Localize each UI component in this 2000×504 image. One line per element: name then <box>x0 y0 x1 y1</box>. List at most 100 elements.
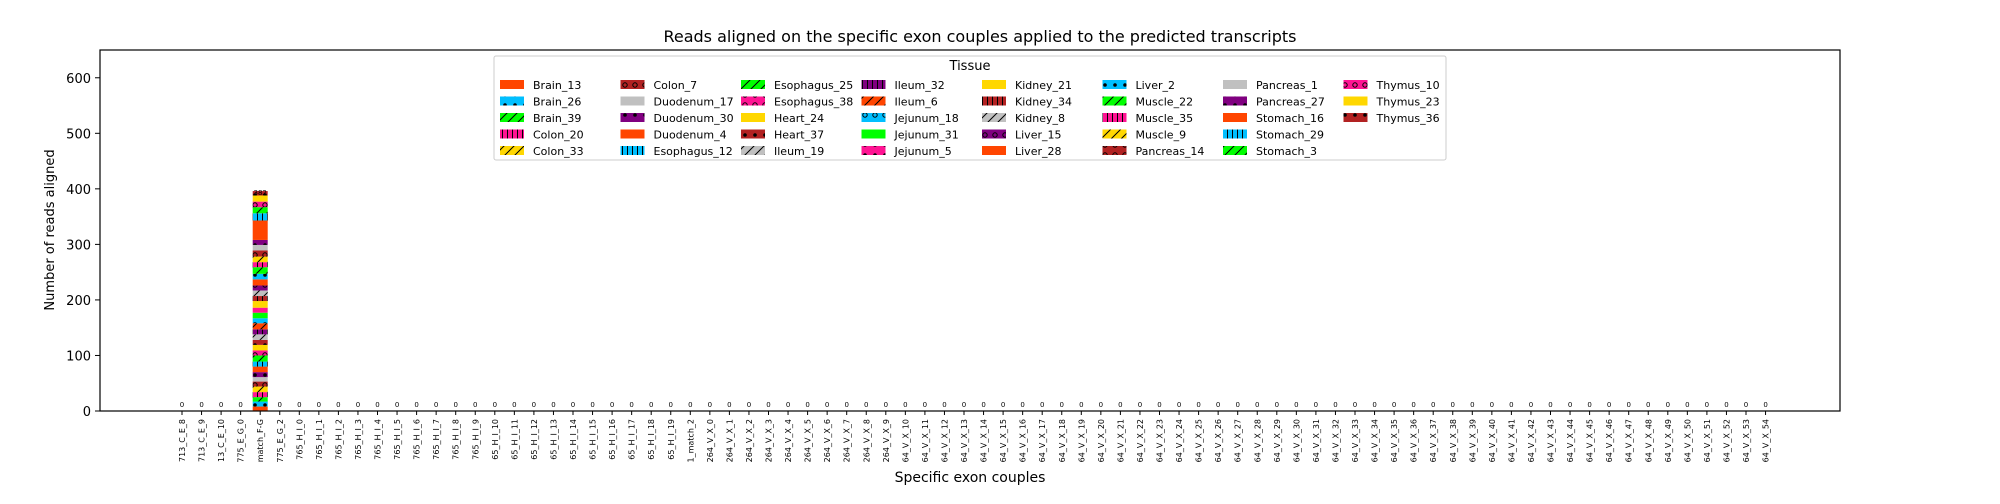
legend-swatch <box>861 96 886 106</box>
total-label-65-h-i-18: 0 <box>649 401 653 409</box>
x-tick-label-765-h-i-1: 765_H_I_1 <box>315 419 324 460</box>
bar-segment-match-f-g-esophagus-38 <box>252 350 268 356</box>
x-tick-label-64-v-x-33: 64_V_X_33 <box>1351 419 1360 462</box>
legend-swatch <box>500 146 524 155</box>
legend-item-muscle-22: Muscle_22 <box>1102 96 1193 109</box>
legend-item-esophagus-38: Esophagus_38 <box>741 96 853 109</box>
x-tick-label-64-v-x-41: 64_V_X_41 <box>1507 419 1516 462</box>
bar-segment-match-f-g-liver-2 <box>252 273 268 280</box>
bar-segment-match-f-g-stomach-3 <box>252 207 268 214</box>
legend-swatch <box>861 146 886 155</box>
legend-swatch <box>741 80 765 89</box>
total-label-64-v-x-12: 0 <box>942 401 946 409</box>
total-label-64-v-x-13: 0 <box>962 401 966 409</box>
x-tick-label-64-v-x-54: 64_V_X_54 <box>1762 419 1771 462</box>
x-axis-label: Specific exon couples <box>895 470 1046 486</box>
x-tick-label-64-v-x-20: 64_V_X_20 <box>1097 419 1106 462</box>
legend-item-jejunum-5: Jejunum_5 <box>861 145 952 158</box>
total-label-64-v-x-39: 0 <box>1470 401 1474 409</box>
x-tick-label-65-h-i-16: 65_H_I_16 <box>608 419 617 460</box>
legend-swatch <box>982 146 1006 155</box>
total-label-775-e-g-0: 0 <box>238 401 242 409</box>
bar-segment-match-f-g-duodenum-17 <box>252 377 268 382</box>
x-tick-label-264-v-x-9: 264_V_X_9 <box>882 419 891 462</box>
total-label-64-v-x-43: 0 <box>1548 401 1552 409</box>
legend-label: Esophagus_25 <box>774 79 853 92</box>
legend-item-ileum-32: Ileum_32 <box>861 79 945 92</box>
legend-item-esophagus-12: Esophagus_12 <box>620 145 733 158</box>
legend-swatch <box>741 129 765 139</box>
legend-item-pancreas-27: Pancreas_27 <box>1223 96 1325 109</box>
x-tick-label-64-v-x-30: 64_V_X_30 <box>1292 419 1301 462</box>
total-label-64-v-x-23: 0 <box>1157 401 1161 409</box>
legend-swatch <box>1102 146 1127 155</box>
legend-label: Stomach_16 <box>1256 112 1324 125</box>
legend-swatch <box>982 80 1006 89</box>
legend-item-colon-7: Colon_7 <box>620 79 697 92</box>
total-label-64-v-x-24: 0 <box>1177 401 1181 409</box>
total-label-64-v-x-25: 0 <box>1196 401 1200 409</box>
x-tick-label-765-h-i-0: 765_H_I_0 <box>295 419 304 460</box>
x-tick-label-64-v-x-13: 64_V_X_13 <box>960 419 969 462</box>
legend-item-heart-24: Heart_24 <box>741 112 824 125</box>
total-label-64-v-x-46: 0 <box>1607 401 1611 409</box>
total-label-775-e-g-2: 0 <box>278 401 282 409</box>
x-tick-label-64-v-x-39: 64_V_X_39 <box>1468 419 1477 462</box>
bar-segment-match-f-g-pancreas-1 <box>252 244 268 251</box>
total-label-64-v-x-50: 0 <box>1685 401 1689 409</box>
total-label-64-v-x-17: 0 <box>1040 401 1044 409</box>
legend-label: Liver_2 <box>1136 79 1175 92</box>
legend-swatch <box>620 113 645 122</box>
x-tick-label-64-v-x-18: 64_V_X_18 <box>1058 419 1067 462</box>
legend-swatch <box>1343 80 1368 89</box>
total-label-64-v-x-15: 0 <box>1001 401 1005 409</box>
x-tick-label-64-v-x-16: 64_V_X_16 <box>1019 419 1028 462</box>
legend-swatch <box>620 146 645 155</box>
x-tick-label-64-v-x-25: 64_V_X_25 <box>1195 419 1204 462</box>
x-tick-label-264-v-x-8: 264_V_X_8 <box>862 419 871 462</box>
legend-item-colon-20: Colon_20 <box>500 129 584 142</box>
x-tick-label-64-v-x-47: 64_V_X_47 <box>1625 419 1634 462</box>
x-tick-label-1-match-2: 1_match_2 <box>686 419 695 462</box>
x-tick-label-64-v-x-12: 64_V_X_12 <box>940 419 949 462</box>
x-tick-label-264-v-x-7: 264_V_X_7 <box>843 419 852 462</box>
legend-swatch <box>982 113 1006 122</box>
legend-label: Pancreas_14 <box>1136 145 1205 158</box>
legend-swatch <box>982 96 1006 106</box>
legend-item-thymus-23: Thymus_23 <box>1343 96 1440 109</box>
legend-swatch <box>1223 129 1247 139</box>
x-tick-label-64-v-x-45: 64_V_X_45 <box>1586 419 1595 462</box>
bar-segment-match-f-g-brain-39 <box>252 397 268 402</box>
legend-label: Thymus_23 <box>1376 96 1440 109</box>
legend-label: Thymus_10 <box>1376 79 1440 92</box>
total-label-64-v-x-45: 0 <box>1587 401 1591 409</box>
legend-item-stomach-29: Stomach_29 <box>1223 129 1324 142</box>
total-label-65-h-i-17: 0 <box>629 401 633 409</box>
total-label-64-v-x-42: 0 <box>1529 401 1533 409</box>
x-tick-label-775-e-g-0: 775_E_G_0 <box>237 419 246 463</box>
legend-label: Brain_13 <box>533 79 581 92</box>
legend-label: Liver_28 <box>1015 145 1061 158</box>
x-tick-label-65-h-i-15: 65_H_I_15 <box>589 419 598 460</box>
legend-swatch <box>1343 113 1368 122</box>
x-tick-label-264-v-x-6: 264_V_X_6 <box>823 419 832 462</box>
x-tick-label-765-h-i-5: 765_H_I_5 <box>393 419 402 460</box>
legend-label: Brain_26 <box>533 96 581 109</box>
bar-segment-match-f-g-jejunum-31 <box>252 312 268 319</box>
total-label-64-v-x-51: 0 <box>1705 401 1709 409</box>
legend-items: Brain_13 Brain_26 Brain_39 Colon_20 Colon_33… <box>500 79 1440 158</box>
total-label-765-h-i-3: 0 <box>356 401 360 409</box>
x-tick-label-65-h-i-10: 65_H_I_10 <box>491 419 500 460</box>
x-tick-label-64-v-x-15: 64_V_X_15 <box>999 419 1008 462</box>
x-tick-label-264-v-x-1: 264_V_X_1 <box>725 419 734 462</box>
legend-frame <box>493 55 1447 161</box>
legend-swatch <box>741 96 765 106</box>
x-tick-label-64-v-x-28: 64_V_X_28 <box>1253 419 1262 462</box>
y-tick-label: 100 <box>66 349 91 364</box>
x-tick-label-64-v-x-27: 64_V_X_27 <box>1234 419 1243 462</box>
bar-segment-match-f-g-muscle-35 <box>252 262 268 268</box>
y-tick-label: 500 <box>66 127 91 142</box>
legend-item-jejunum-31: Jejunum_31 <box>861 129 959 142</box>
bar-segment-match-f-g-liver-28 <box>252 279 268 286</box>
